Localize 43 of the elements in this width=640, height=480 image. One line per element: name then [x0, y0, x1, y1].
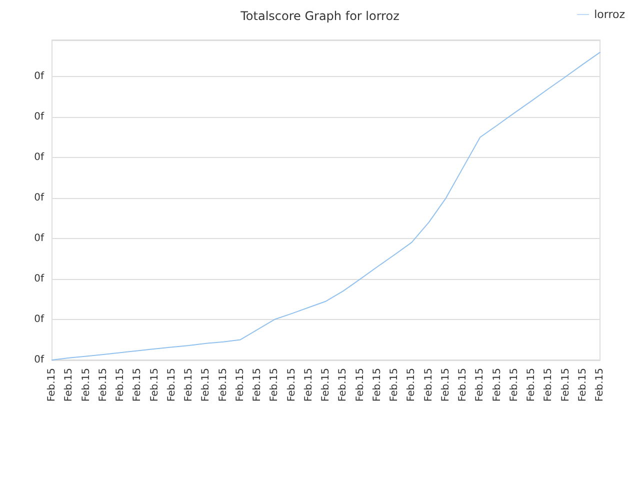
x-tick-label: Feb.15	[338, 368, 349, 402]
x-tick-label: Feb.15	[115, 368, 126, 402]
x-tick-label: Feb.15	[474, 368, 486, 402]
text: 0f	[34, 314, 44, 326]
x-tick-label: Feb.15	[372, 368, 383, 402]
x-tick-label: Feb.15	[508, 368, 520, 402]
x-tick-label: Feb.15	[218, 368, 229, 402]
text: 0f	[34, 112, 44, 123]
x-tick-label: Feb.15	[132, 368, 144, 402]
x-tick-label: Feb.15	[440, 368, 452, 402]
x-tick-label: Feb.15	[543, 368, 554, 402]
x-tick-label: Feb.15	[354, 368, 366, 402]
x-tick-label: Feb.15	[492, 368, 503, 402]
x-tick-label: Feb.15	[252, 368, 263, 402]
x-tick-label: Feb.15	[149, 368, 160, 402]
x-tick-label: Feb.15	[64, 368, 75, 402]
x-tick-label: Feb.15	[458, 368, 468, 402]
text: 0f	[34, 71, 44, 82]
x-tick-label: Feb.15	[303, 368, 314, 402]
x-tick-label: Feb.15	[406, 368, 418, 402]
x-tick-label: Feb.15	[98, 368, 109, 402]
x-tick-label: Feb.15	[46, 368, 58, 402]
legend-label: lorroz	[594, 8, 626, 21]
x-tick-label: Feb.15	[200, 368, 212, 402]
x-tick-label: Feb.15	[526, 368, 537, 402]
x-tick-label: Feb.15	[184, 368, 194, 402]
text: 0f	[34, 233, 44, 244]
text: 0f	[34, 152, 44, 164]
text: 0f	[34, 192, 44, 204]
x-tick-label: Feb.15	[80, 368, 92, 402]
x-tick-label: Feb.15	[423, 368, 434, 402]
x-tick-label: Feb.15	[594, 368, 606, 402]
x-tick-label: Feb.15	[577, 368, 588, 402]
x-tick-label: Feb.15	[234, 368, 246, 402]
x-tick-label: Feb.15	[320, 368, 332, 402]
x-tick-label: Feb.15	[389, 368, 400, 402]
chart-title: Totalscore Graph for lorroz	[240, 9, 400, 23]
x-tick-label: Feb.15	[286, 368, 298, 402]
text: 0f	[34, 354, 44, 366]
x-tick-label: Feb.15	[166, 368, 178, 402]
x-tick-label: Feb.15	[269, 368, 280, 402]
x-tick-label: Feb.15	[560, 368, 572, 402]
text: 0f	[34, 274, 44, 285]
